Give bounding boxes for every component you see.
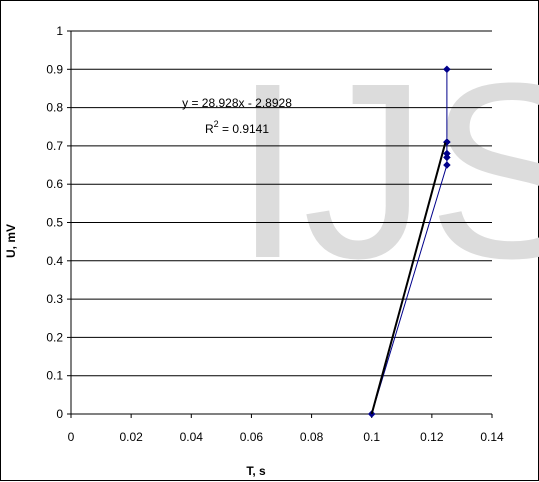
r-squared-prefix: R	[205, 122, 214, 136]
y-tick-label-7: 0.7	[46, 139, 63, 153]
y-tick-label-3: 0.3	[46, 292, 63, 306]
r-squared-label: R2 = 0.9141	[205, 119, 269, 136]
x-tick-label-6: 0.12	[420, 430, 444, 444]
r-squared-superscript: 2	[214, 119, 219, 129]
x-tick-label-5: 0.1	[363, 430, 380, 444]
y-tick-label-8: 0.8	[46, 101, 63, 115]
data-point-0-3	[443, 149, 451, 158]
y-tick-label-5: 0.5	[46, 216, 63, 230]
trendline-path	[370, 142, 447, 415]
r-squared-value: = 0.9141	[219, 122, 270, 136]
x-axis-label: T, s	[246, 464, 266, 478]
trendline-equation: y = 28.928x - 2.8928	[182, 96, 292, 110]
y-tick-label-0: 0	[56, 407, 63, 421]
x-tick-label-1: 0.02	[119, 430, 143, 444]
data-point-0-6	[443, 65, 451, 74]
data-series	[367, 65, 451, 418]
data-point-0-1	[443, 161, 451, 169]
x-tick-label-4: 0.08	[300, 430, 324, 444]
trendline	[370, 142, 447, 415]
x-tick-label-3: 0.06	[240, 430, 264, 444]
y-tick-label-10: 1	[56, 24, 63, 38]
x-tick-label-7: 0.14	[480, 430, 504, 444]
y-tick-label-6: 0.6	[46, 177, 63, 191]
y-axis-label: U, mV	[4, 224, 18, 258]
y-tick-label-2: 0.2	[46, 330, 63, 344]
x-tick-label-0: 0	[68, 430, 75, 444]
gridlines	[71, 30, 492, 377]
axes	[67, 30, 493, 418]
y-tick-label-1: 0.1	[46, 369, 63, 383]
x-tick-label-2: 0.04	[180, 430, 204, 444]
y-tick-labels: 0 0.1 0.2 0.3 0.4 0.5 0.6 0.7 0.8 0.9 1	[46, 24, 63, 421]
y-tick-label-4: 0.4	[46, 254, 63, 268]
watermark: IJS	[233, 31, 539, 310]
y-tick-label-9: 0.9	[46, 62, 63, 76]
x-tick-labels: 0 0.02 0.04 0.06 0.08 0.1 0.12 0.14	[68, 430, 504, 444]
